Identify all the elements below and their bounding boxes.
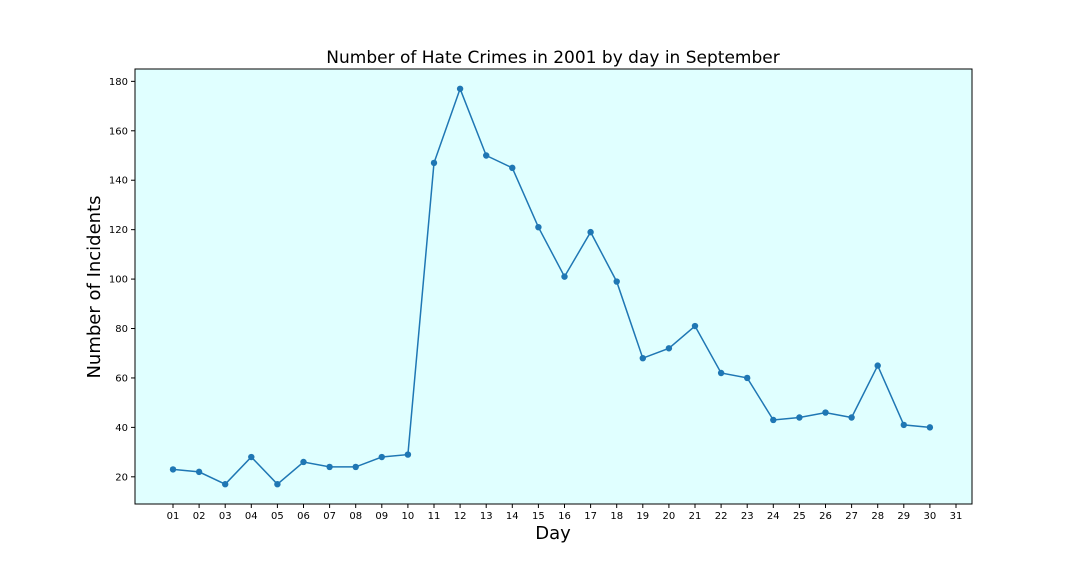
x-tick-label: 10 [402, 511, 415, 522]
x-tick-label: 23 [741, 511, 754, 522]
data-point-03 [222, 481, 229, 488]
x-tick-label: 13 [480, 511, 493, 522]
data-point-13 [483, 152, 490, 159]
y-tick-label: 20 [115, 472, 128, 483]
data-point-01 [169, 466, 177, 473]
data-point-22 [717, 369, 725, 377]
x-tick-label: 12 [454, 511, 467, 522]
data-point-20 [665, 345, 673, 352]
x-tick-label: 01 [167, 511, 180, 522]
data-point-15 [535, 223, 542, 231]
data-point-09 [378, 453, 385, 461]
data-point-28 [874, 362, 881, 369]
x-tick-label: 11 [428, 511, 441, 522]
x-tick-label: 22 [715, 511, 728, 522]
x-tick-label: 14 [506, 511, 519, 522]
data-point-16 [561, 273, 568, 280]
y-axis: 20 40 60 80 100 120 140 160 180 [109, 77, 135, 483]
data-point-10 [404, 451, 412, 458]
data-point-26 [822, 409, 829, 416]
data-point-17 [587, 228, 594, 236]
data-point-05 [274, 481, 281, 488]
data-point-30 [926, 424, 934, 431]
x-tick-label: 18 [610, 511, 623, 522]
x-tick-label: 08 [349, 511, 362, 522]
data-point-23 [744, 374, 751, 382]
y-tick-label: 80 [115, 324, 128, 335]
data-point-18 [613, 278, 620, 285]
x-axis-label: Day [535, 523, 571, 544]
x-tick-label: 03 [219, 511, 232, 522]
data-point-25 [796, 414, 803, 421]
data-points [169, 85, 934, 488]
x-tick-label: 31 [950, 511, 963, 522]
x-tick-label: 30 [924, 511, 937, 522]
x-tick-label: 15 [532, 511, 545, 522]
data-point-27 [848, 414, 855, 421]
x-tick-label: 19 [636, 511, 649, 522]
x-tick-label: 09 [375, 511, 388, 522]
y-tick-label: 180 [109, 77, 128, 88]
x-tick-label: 24 [767, 511, 780, 522]
y-axis-label: Number of Incidents [84, 195, 105, 378]
x-tick-label: 20 [663, 511, 676, 522]
plot-area [134, 68, 973, 505]
x-tick-label: 27 [845, 511, 858, 522]
y-tick-label: 60 [115, 373, 128, 384]
data-point-07 [326, 463, 333, 471]
x-tick-label: 26 [819, 511, 832, 522]
x-tick-label: 04 [245, 511, 258, 522]
data-point-08 [352, 463, 359, 471]
x-tick-label: 05 [271, 511, 284, 522]
data-point-14 [509, 164, 516, 172]
x-tick-label: 28 [871, 511, 884, 522]
data-point-12 [456, 85, 464, 92]
y-tick-label: 160 [109, 126, 128, 137]
data-point-29 [900, 421, 907, 429]
x-tick-label: 16 [558, 511, 571, 522]
series-line [172, 86, 930, 486]
x-tick-label: 06 [297, 511, 310, 522]
data-point-06 [300, 458, 307, 466]
y-tick-label: 100 [109, 275, 128, 286]
y-tick-label: 140 [109, 176, 128, 187]
chart-title: Number of Hate Crimes in 2001 by day in … [326, 48, 779, 68]
x-tick-label: 02 [193, 511, 206, 522]
x-tick-label: 17 [584, 511, 597, 522]
data-point-21 [691, 322, 699, 330]
x-tick-label: 21 [689, 511, 702, 522]
data-point-24 [770, 416, 777, 424]
data-point-11 [430, 159, 438, 167]
x-tick-label: 07 [323, 511, 336, 522]
data-point-19 [639, 354, 646, 362]
y-tick-label: 120 [109, 225, 128, 236]
x-tick-label: 29 [897, 511, 910, 522]
data-point-04 [248, 453, 255, 461]
x-axis: 01 02 03 04 05 06 07 08 09 10 11 12 13 14 15 16 17 18 19 20… [167, 504, 963, 522]
data-point-02 [195, 468, 203, 476]
x-tick-label: 25 [793, 511, 806, 522]
y-tick-label: 40 [115, 423, 128, 434]
